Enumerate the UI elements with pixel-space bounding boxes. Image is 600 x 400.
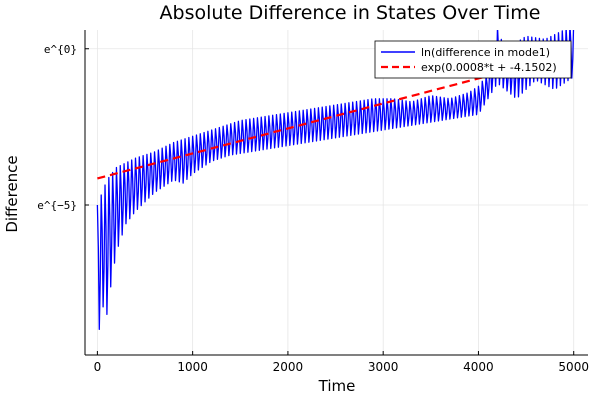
x-tick-label: 3000	[368, 360, 399, 374]
x-tick-label: 2000	[273, 360, 304, 374]
x-axis-label: Time	[318, 377, 356, 395]
x-tick-label: 4000	[463, 360, 494, 374]
chart-title: Absolute Difference in States Over Time	[160, 2, 541, 24]
legend: ln(difference in mode1) exp(0.0008*t + -4…	[374, 40, 572, 79]
axes: 0 1000 2000 3000 4000 5000 e^{0} e^{−5}	[37, 30, 589, 374]
y-axis-label: Difference	[3, 155, 21, 232]
y-tick-label: e^{−5}	[37, 199, 77, 212]
legend-label: exp(0.0008*t + -4.1502)	[421, 61, 557, 74]
x-tick-label: 0	[94, 360, 102, 374]
legend-label: ln(difference in mode1)	[421, 46, 550, 59]
x-tick-label: 1000	[177, 360, 208, 374]
legend-box	[374, 40, 572, 79]
x-tick-label: 5000	[558, 360, 589, 374]
y-tick-label: e^{0}	[44, 43, 77, 56]
